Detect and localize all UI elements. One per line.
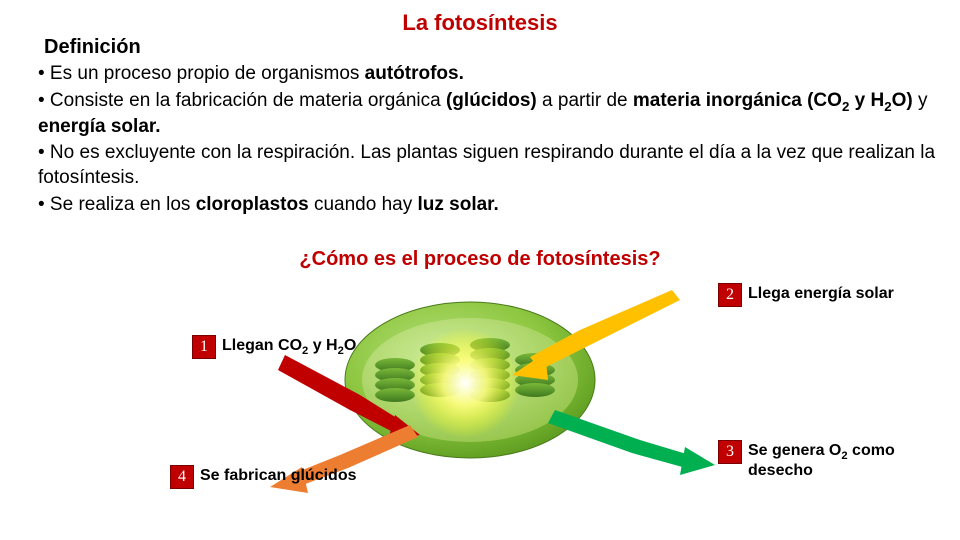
bullet-2-bold2: materia inorgánica (CO2 y H2O) (633, 90, 913, 111)
arrow-1 (278, 355, 420, 440)
step-3-number: 3 (718, 440, 742, 464)
definition-bullets: • Es un proceso propio de organismos aut… (38, 62, 940, 220)
bullet-2-mid: a partir de (537, 90, 633, 111)
bullet-1-text: • Es un proceso propio de organismos (38, 63, 365, 84)
bullet-2-pre: • Consiste en la fabricación de materia … (38, 90, 446, 111)
bullet-2-mid2: y (913, 90, 928, 111)
bullet-2: • Consiste en la fabricación de materia … (38, 89, 940, 140)
step-3-label: Se genera O2 como desecho (748, 442, 960, 480)
arrows-overlay (0, 275, 960, 535)
step-2-label: Llega energía solar (748, 285, 894, 303)
step-1-label: Llegan CO2 y H2O (222, 337, 356, 357)
bullet-1: • Es un proceso propio de organismos aut… (38, 62, 940, 87)
bullet-1-bold: autótrofos. (365, 63, 464, 84)
bullet-3: • No es excluyente con la respiración. L… (38, 141, 940, 190)
process-question: ¿Cómo es el proceso de fotosíntesis? (0, 248, 960, 271)
arrow-2 (512, 290, 680, 380)
step-1-number: 1 (192, 335, 216, 359)
arrow-3 (548, 410, 715, 475)
bullet-2-bold1: (glúcidos) (446, 90, 537, 111)
bullet-4-pre: • Se realiza en los (38, 194, 196, 215)
bullet-4-mid: cuando hay (309, 194, 418, 215)
step-2-number: 2 (718, 283, 742, 307)
bullet-4-bold2: luz solar. (417, 194, 498, 215)
step-4-number: 4 (170, 465, 194, 489)
page-title: La fotosíntesis (0, 10, 960, 36)
definition-heading: Definición (44, 36, 141, 59)
bullet-4-bold1: cloroplastos (196, 194, 309, 215)
photosynthesis-diagram: 1 Llegan CO2 y H2O 2 Llega energía solar… (0, 275, 960, 535)
bullet-4: • Se realiza en los cloroplastos cuando … (38, 193, 940, 218)
bullet-2-bold5: energía solar. (38, 116, 161, 137)
step-4-label: Se fabrican glúcidos (200, 467, 356, 485)
